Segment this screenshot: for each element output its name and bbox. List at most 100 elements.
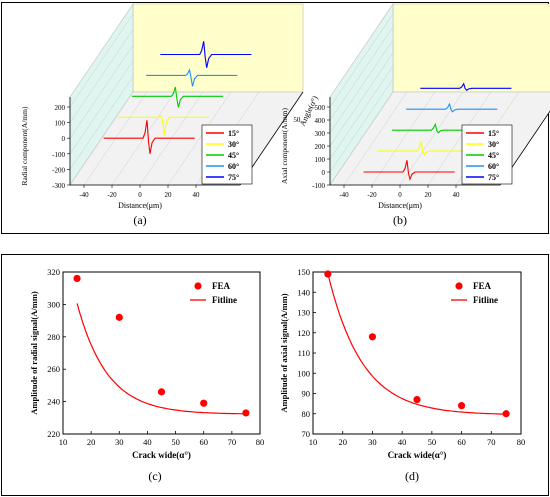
y-tick-label: 100	[315, 156, 326, 164]
x-tick-label: -40	[79, 191, 89, 199]
wall-grid-line	[329, 13, 394, 108]
series-line	[131, 86, 224, 108]
fit-curve	[76, 303, 246, 415]
x-tick-label: 50	[171, 437, 180, 447]
data-point	[115, 313, 123, 321]
y-tick-label: 150	[297, 267, 310, 277]
legend-label: 15°	[488, 129, 499, 138]
x-tick-label: -20	[107, 191, 117, 199]
series-line	[420, 82, 512, 91]
data-point	[200, 399, 208, 407]
x-tick-label: 60	[457, 437, 466, 447]
x-tick-label: 40	[193, 191, 201, 199]
legend-marker-points	[455, 282, 463, 290]
x-tick-label: 10	[309, 437, 318, 447]
x-tick-label: 20	[87, 437, 96, 447]
x-axis-label: Distance(μm)	[118, 201, 162, 210]
y-axis-label: Axial component(A/mm)	[280, 107, 289, 184]
wall-grid-line	[329, 78, 394, 173]
bottom-panel-frame	[1, 254, 549, 496]
y-tick-label: 200	[315, 143, 326, 151]
y-tick-label: -200	[52, 166, 65, 174]
data-point	[368, 333, 377, 341]
data-point	[413, 395, 421, 404]
panel-label: (d)	[405, 469, 419, 483]
x-axis-label: Crack wide(α°)	[132, 450, 191, 460]
legend-label: FEA	[212, 281, 231, 291]
y-tick-label: 100	[297, 368, 310, 378]
x-tick-label: 20	[165, 191, 173, 199]
y-axis-label: Amplitude of axial signal(A/mm)	[279, 293, 289, 412]
floor-grid-line	[427, 91, 492, 186]
legend-label: Fitline	[212, 295, 237, 305]
series-line	[160, 41, 252, 68]
x-tick-label: 30	[115, 437, 124, 447]
legend-label: 60°	[488, 162, 499, 171]
data-point	[157, 388, 166, 396]
x-tick-label: 20	[338, 437, 347, 447]
wall-grid-line	[69, 76, 134, 170]
floor-grid-line	[111, 91, 176, 186]
x-axis-label: Crack wide(α°)	[388, 450, 447, 460]
x-tick-label: -20	[367, 191, 377, 199]
y-tick-label: 400	[315, 117, 326, 125]
legend-label: 45°	[228, 151, 239, 160]
x-tick-label: 40	[398, 437, 407, 447]
y-tick-label: 320	[47, 267, 60, 277]
y-tick-label: 110	[298, 348, 310, 358]
x-tick-label: 80	[517, 437, 526, 447]
y-tick-label: 300	[315, 130, 326, 138]
legend-label: 30°	[228, 140, 239, 149]
series-line	[117, 114, 209, 136]
data-point	[242, 409, 250, 417]
wall-grid-line	[69, 60, 134, 154]
y-tick-label: 0	[62, 135, 66, 143]
x-axis-label: Distance(μm)	[378, 201, 422, 210]
x-tick-label: -40	[339, 191, 349, 199]
y-tick-label: 140	[297, 287, 310, 297]
data-point	[502, 410, 510, 418]
panel-label: (a)	[133, 213, 146, 227]
legend-label: 45°	[488, 151, 499, 160]
y-tick-label: 80	[302, 409, 311, 419]
y-axis-label: Amplitude of radial signal(A/mm)	[29, 291, 39, 415]
x-tick-label: 40	[453, 191, 461, 199]
wall-grid-line	[329, 52, 394, 147]
x-tick-label: 0	[398, 191, 402, 199]
series-line	[363, 160, 455, 181]
y-tick-label: 120	[297, 328, 310, 338]
legend-label: 75°	[228, 173, 239, 182]
x-tick-label: 80	[256, 437, 265, 447]
y-tick-label: 70	[302, 429, 311, 439]
y-tick-label: 220	[47, 429, 60, 439]
x-tick-label: 50	[428, 437, 437, 447]
data-point	[324, 270, 332, 278]
y-tick-label: 260	[47, 364, 60, 374]
y-tick-label: 0	[322, 169, 326, 177]
y-tick-label: 500	[315, 104, 326, 112]
x-tick-label: 20	[425, 191, 433, 199]
floor-grid-line	[399, 91, 464, 186]
x-tick-label: 30	[368, 437, 377, 447]
y-axis-label: Radial component(A/mm)	[20, 106, 29, 185]
fit-curve	[327, 273, 507, 415]
wall-grid-line	[329, 26, 394, 121]
legend-label: 75°	[488, 173, 499, 182]
y-tick-label: 240	[47, 397, 60, 407]
wall-grid-line	[329, 39, 394, 134]
x-tick-label: 60	[199, 437, 208, 447]
series-line	[103, 120, 195, 154]
y-tick-label: 130	[297, 308, 310, 318]
x-tick-label: 40	[143, 437, 152, 447]
wall-grid-line	[69, 13, 134, 108]
y-tick-label: 200	[55, 104, 66, 112]
plot-area	[62, 271, 261, 435]
series-line	[146, 68, 238, 87]
floor-grid-line	[343, 91, 408, 186]
wall-grid-line	[69, 91, 134, 186]
legend-label: 15°	[228, 129, 239, 138]
x-tick-label: 10	[59, 437, 68, 447]
y-tick-label: 300	[47, 299, 60, 309]
series-line	[406, 102, 498, 113]
